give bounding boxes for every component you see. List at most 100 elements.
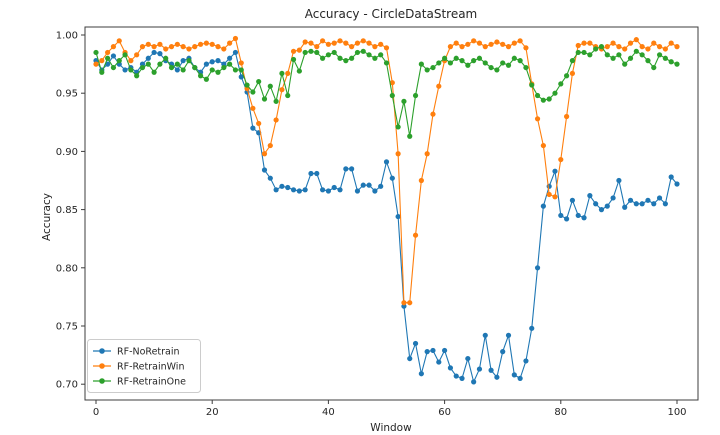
data-point	[633, 48, 639, 54]
data-point	[651, 64, 657, 71]
data-point	[319, 55, 326, 61]
data-point	[180, 67, 186, 73]
data-point	[412, 92, 419, 99]
data-point	[308, 40, 314, 46]
data-point	[575, 49, 581, 56]
data-point	[337, 38, 343, 44]
data-point	[186, 58, 192, 64]
y-axis-label: Accuracy	[41, 193, 53, 241]
data-point	[227, 55, 233, 61]
data-point	[465, 355, 471, 362]
data-point	[180, 58, 186, 64]
data-point	[285, 184, 291, 191]
data-point	[459, 44, 465, 50]
data-point	[401, 98, 407, 104]
data-point	[221, 46, 227, 52]
data-point	[674, 181, 680, 187]
data-point	[564, 73, 570, 79]
data-point	[418, 61, 424, 67]
data-point	[337, 55, 343, 61]
data-point	[424, 151, 430, 157]
y-axis-ticks: 0.70 0.75 0.80 0.85 0.90 0.95 1.00	[56, 31, 85, 391]
data-point	[116, 58, 122, 64]
data-point	[511, 40, 517, 46]
data-point	[378, 183, 384, 189]
data-point	[517, 38, 523, 44]
data-point	[157, 61, 163, 67]
legend-label-rf-retrainone: RF-RetrainOne	[117, 377, 186, 388]
y-tick-label: 0.85	[56, 205, 78, 216]
y-tick-label: 0.95	[56, 89, 78, 100]
legend: RF-NoRetrain RF-RetrainWin RF-RetrainOne	[87, 339, 201, 393]
data-point	[157, 41, 163, 47]
data-point	[215, 69, 221, 75]
data-point	[238, 67, 244, 73]
data-point	[552, 168, 558, 174]
data-point	[482, 332, 488, 338]
data-point	[412, 340, 419, 347]
data-point	[645, 58, 651, 64]
data-point	[552, 194, 558, 200]
data-point	[110, 64, 117, 71]
data-point	[598, 207, 605, 213]
data-point	[534, 265, 541, 271]
data-point	[482, 60, 488, 66]
data-point	[500, 41, 506, 47]
data-point	[610, 40, 616, 46]
data-point	[500, 349, 506, 355]
data-point	[627, 197, 634, 203]
data-point	[471, 58, 477, 64]
data-point	[343, 58, 349, 64]
data-point	[581, 215, 587, 221]
data-point	[604, 52, 610, 58]
data-point	[488, 64, 494, 71]
data-point	[389, 92, 395, 99]
data-point	[203, 76, 209, 82]
data-point	[395, 213, 401, 220]
data-point	[424, 349, 430, 355]
data-point	[122, 52, 128, 58]
data-point	[180, 44, 186, 50]
data-point	[604, 44, 610, 50]
data-point	[93, 49, 99, 56]
data-point	[674, 44, 680, 50]
data-point	[610, 195, 616, 201]
data-point	[267, 175, 273, 181]
data-point	[325, 52, 331, 58]
data-point	[668, 174, 674, 180]
data-point	[145, 41, 151, 47]
data-point	[482, 44, 488, 50]
data-point	[540, 97, 546, 103]
data-point	[407, 355, 413, 362]
y-tick-label: 0.90	[56, 147, 78, 158]
data-point	[209, 67, 215, 73]
data-point	[447, 60, 454, 66]
data-point	[285, 92, 291, 99]
data-point	[372, 44, 378, 50]
data-point	[349, 166, 355, 172]
data-point	[436, 83, 442, 89]
data-point	[407, 133, 413, 139]
data-point	[261, 96, 268, 102]
data-point	[215, 58, 221, 64]
data-point	[273, 98, 279, 104]
data-point	[349, 55, 355, 61]
data-point	[378, 52, 384, 58]
series-rf-retrainwin	[93, 35, 680, 306]
data-point	[290, 187, 297, 193]
data-point	[151, 49, 157, 56]
y-tick-label: 0.70	[56, 380, 78, 391]
data-point	[418, 371, 424, 377]
data-point	[296, 188, 302, 194]
data-point	[273, 187, 279, 193]
data-point	[587, 193, 593, 199]
data-point	[622, 61, 628, 67]
data-point	[668, 40, 674, 46]
data-point	[372, 188, 378, 194]
data-point	[505, 332, 512, 338]
data-point	[639, 52, 645, 58]
data-point	[564, 216, 570, 222]
data-point	[290, 56, 297, 63]
data-point	[459, 58, 465, 64]
